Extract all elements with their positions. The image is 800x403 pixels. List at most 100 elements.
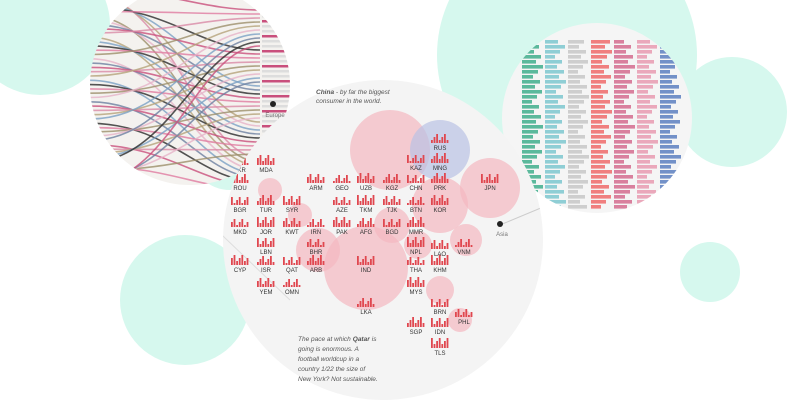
grid-cell (522, 65, 543, 69)
country-code: BRN (434, 310, 447, 316)
grid-cell (522, 155, 537, 159)
grid-cell (660, 150, 674, 154)
mini-bar (396, 202, 398, 205)
sankey-flow (90, 37, 261, 142)
mini-bar (267, 259, 270, 265)
sankey-bar (262, 45, 290, 48)
sankey-bar (262, 115, 290, 118)
mini-bar (460, 239, 462, 247)
mini-bar (441, 324, 444, 327)
mini-bar (359, 173, 362, 183)
country-code: KAZ (410, 166, 422, 172)
grid-cell (637, 70, 656, 74)
country-code: AZE (336, 208, 348, 214)
mini-bar (385, 196, 388, 205)
mini-bar (438, 179, 441, 183)
mini-bar (346, 175, 348, 183)
mini-bar (433, 137, 436, 143)
sankey-flow (90, 33, 261, 120)
grid-cell (545, 135, 559, 139)
mini-bar (407, 155, 409, 163)
mini-bar (407, 323, 409, 327)
grid-cell (545, 130, 564, 134)
grid-cell (614, 100, 624, 104)
mini-bar (407, 237, 409, 247)
mini-bar (314, 261, 317, 265)
mini-bar (414, 237, 417, 247)
sankey-flow (90, 0, 261, 11)
country-code: IDN (435, 330, 445, 336)
mini-bar (288, 279, 290, 287)
grid-cell (637, 55, 647, 59)
mini-bar (290, 285, 293, 287)
grid-cell (614, 200, 632, 204)
grid-cell (637, 130, 656, 134)
mini-bar (444, 258, 446, 265)
mini-bar (409, 181, 412, 183)
mini-bar (431, 318, 433, 327)
mini-bar (494, 177, 496, 183)
mini-bar (414, 203, 417, 205)
country-code: KGZ (386, 186, 399, 192)
mini-bar (457, 242, 460, 247)
sankey-bar (262, 85, 290, 88)
mini-bar (370, 198, 372, 205)
country-code: KOR (433, 208, 447, 214)
country-code: IRN (311, 230, 321, 236)
grid-thumbnail (502, 23, 692, 213)
grid-cell (614, 40, 624, 44)
qatar-line: going is enormous. A (298, 346, 359, 353)
mini-bar (436, 341, 438, 348)
sankey-flow (90, 62, 261, 135)
sankey-bar (262, 70, 290, 73)
grid-cell (522, 135, 533, 139)
mini-bar (314, 177, 317, 183)
mini-bar (412, 197, 414, 205)
mini-bar (309, 222, 312, 227)
grid-cell (614, 190, 630, 194)
grid-cell (568, 190, 578, 194)
sankey-bar (262, 20, 290, 23)
grid-cell (637, 115, 647, 119)
mini-bar (246, 222, 249, 227)
sankey-bar (262, 10, 290, 13)
sankey-bar (262, 35, 290, 38)
mini-bar (433, 195, 436, 205)
grid-cell (660, 200, 672, 204)
mini-bar (298, 196, 301, 205)
grid-cell (522, 125, 543, 129)
country-code: MMR (409, 230, 424, 236)
grid-cell (614, 65, 635, 69)
grid-cell (591, 85, 601, 89)
mini-bar (346, 223, 348, 227)
mini-bar (422, 175, 425, 183)
grid-cell (591, 205, 601, 209)
mini-bar (338, 175, 340, 183)
mini-bar (238, 180, 241, 183)
mini-bar (309, 174, 312, 183)
country-code: BGR (233, 208, 247, 214)
grid-cell (545, 65, 557, 69)
grid-cell (591, 145, 601, 149)
grid-cell (637, 150, 648, 154)
mini-bar (343, 217, 346, 227)
mini-bar (359, 262, 362, 265)
grid-cell (614, 155, 629, 159)
mini-bar (422, 280, 425, 287)
grid-cell (545, 175, 555, 179)
mini-bar (444, 134, 446, 143)
mini-bar (272, 281, 275, 287)
mini-bar (431, 299, 433, 307)
mini-bar (246, 197, 249, 205)
qatar-line-start: The pace at which (298, 336, 351, 343)
country-code: VNM (457, 250, 470, 256)
mini-bar (312, 180, 314, 183)
mini-bar (372, 176, 375, 183)
mini-bar (244, 157, 246, 165)
mini-bar (465, 309, 468, 317)
sankey-bar (262, 5, 290, 8)
country-code: GEO (335, 186, 349, 192)
grid-cell (614, 50, 626, 54)
grid-cell (637, 65, 649, 69)
grid-cell (545, 150, 556, 154)
